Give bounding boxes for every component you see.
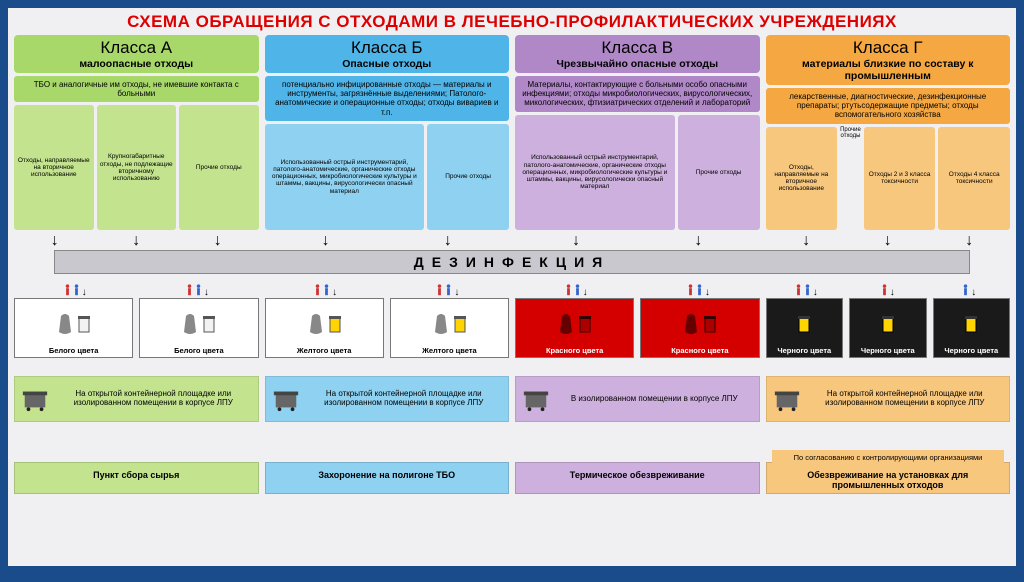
bag-a1-label: Белого цвета [17, 346, 130, 355]
bag-d3-label: Черного цвета [936, 346, 1008, 355]
bag-c1-label: Красного цвета [518, 346, 631, 355]
people-a1: ↓ [14, 276, 136, 298]
final-row: Пункт сбора сырья Захоронение на полигон… [14, 462, 1010, 494]
bag-d2: Черного цвета [849, 298, 927, 358]
class-d-subrow: Отходы, направляемые на вторичное исполь… [766, 127, 1011, 230]
bag-a1-icons [17, 301, 130, 346]
people-a2: ↓ [136, 276, 258, 298]
bag-d1-label: Черного цвета [769, 346, 841, 355]
poster-frame: СХЕМА ОБРАЩЕНИЯ С ОТХОДАМИ В ЛЕЧЕБНО-ПРО… [8, 8, 1016, 566]
class-c-name: Класса В [519, 38, 756, 58]
bag-c1: Красного цвета [515, 298, 634, 358]
class-b-sub2: Прочие отходы [427, 124, 509, 230]
class-b-desc: потенциально инфицированные отходы — мат… [265, 76, 510, 121]
sack-icon [56, 312, 74, 336]
class-d-header: Класса Г материалы близкие по составу к … [766, 35, 1011, 85]
bag-a1: Белого цвета [14, 298, 133, 358]
class-columns: Класса А малоопасные отходы ТБО и аналог… [14, 35, 1010, 230]
class-d-subtitle: материалы близкие по составу к промышлен… [770, 58, 1007, 82]
people-d3: ↓ [929, 276, 1011, 298]
bag-c2: Красного цвета [640, 298, 759, 358]
class-a-sub1: Отходы, направляемые на вторичное исполь… [14, 105, 94, 230]
container-a: На открытой контейнерной площадке или из… [14, 376, 259, 422]
container-row: На открытой контейнерной площадке или из… [14, 376, 1010, 422]
class-c-desc: Материалы, контактирующие с больными осо… [515, 76, 760, 112]
dezinfection-bar: ДЕЗИНФЕКЦИЯ [54, 250, 970, 274]
container-b-text: На открытой контейнерной площадке или из… [306, 390, 503, 408]
class-a-desc: ТБО и аналогичные им отходы, не имевшие … [14, 76, 259, 102]
people-d2: ↓ [847, 276, 929, 298]
col-c: Класса В Чрезвычайно опасные отходы Мате… [515, 35, 760, 230]
container-c-text: В изолированном помещении в корпусе ЛПУ [556, 395, 753, 404]
final-a: Пункт сбора сырья [14, 462, 259, 494]
class-a-sub2: Крупногабаритные отходы, не подлежащие в… [97, 105, 177, 230]
bag-d1: Черного цвета [766, 298, 844, 358]
class-d-sub1: Отходы, направляемые на вторичное исполь… [766, 127, 838, 230]
container-a-text: На открытой контейнерной площадке или из… [55, 390, 252, 408]
class-b-subtitle: Опасные отходы [269, 58, 506, 70]
class-a-subrow: Отходы, направляемые на вторичное исполь… [14, 105, 259, 230]
poster-title: СХЕМА ОБРАЩЕНИЯ С ОТХОДАМИ В ЛЕЧЕБНО-ПРО… [14, 12, 1010, 32]
bag-b1-label: Желтого цвета [268, 346, 381, 355]
dumpster-icon [21, 385, 49, 413]
final-c: Термическое обезвреживание [515, 462, 760, 494]
class-c-sub2: Прочие отходы [678, 115, 760, 230]
bags-row: Белого цвета Белого цвета Желтого цвета … [14, 298, 1010, 358]
people-c2: ↓ [637, 276, 759, 298]
people-d1: ↓ [766, 276, 848, 298]
class-d-subextra: Прочие отходы [840, 127, 861, 230]
people-b2: ↓ [387, 276, 509, 298]
class-a-subtitle: малоопасные отходы [18, 58, 255, 70]
col-b: Класса Б Опасные отходы потенциально инф… [265, 35, 510, 230]
col-a: Класса А малоопасные отходы ТБО и аналог… [14, 35, 259, 230]
class-b-sub1: Использованный острый инструментарий, па… [265, 124, 425, 230]
container-c: В изолированном помещении в корпусе ЛПУ [515, 376, 760, 422]
class-b-header: Класса Б Опасные отходы [265, 35, 510, 73]
class-c-sub1: Использованный острый инструментарий, па… [515, 115, 675, 230]
people-b1: ↓ [265, 276, 387, 298]
bag-b2-label: Желтого цвета [393, 346, 506, 355]
class-c-subrow: Использованный острый инструментарий, па… [515, 115, 760, 230]
class-d-sub3: Отходы 4 класса токсичности [938, 127, 1010, 230]
class-c-subtitle: Чрезвычайно опасные отходы [519, 58, 756, 70]
class-d-sub2: Отходы 2 и 3 класса токсичности [864, 127, 936, 230]
class-a-name: Класса А [18, 38, 255, 58]
people-row: ↓ ↓ ↓ ↓ ↓ [14, 276, 1010, 298]
bag-a2-label: Белого цвета [142, 346, 255, 355]
arrows-to-dezi: ↓↓↓ ↓↓ ↓↓ ↓↓↓ [14, 232, 1010, 248]
bin-icon [77, 314, 91, 334]
bag-c2-label: Красного цвета [643, 346, 756, 355]
class-a-header: Класса А малоопасные отходы [14, 35, 259, 73]
class-a-sub3: Прочие отходы [179, 105, 259, 230]
final-b: Захоронение на полигоне ТБО [265, 462, 510, 494]
class-d-name: Класса Г [770, 38, 1007, 58]
class-c-header: Класса В Чрезвычайно опасные отходы [515, 35, 760, 73]
final-d: Обезвреживание на установках для промышл… [766, 462, 1011, 494]
class-b-subrow: Использованный острый инструментарий, па… [265, 124, 510, 230]
container-d: На открытой контейнерной площадке или из… [766, 376, 1011, 422]
col-d: Класса Г материалы близкие по составу к … [766, 35, 1011, 230]
agreement-box: По согласованию с контролирующими органи… [772, 450, 1004, 465]
container-d-text: На открытой контейнерной площадке или из… [807, 390, 1004, 408]
bag-a2: Белого цвета [139, 298, 258, 358]
class-b-name: Класса Б [269, 38, 506, 58]
bag-d3: Черного цвета [933, 298, 1011, 358]
bag-d2-label: Черного цвета [852, 346, 924, 355]
people-c1: ↓ [515, 276, 637, 298]
bag-b1: Желтого цвета [265, 298, 384, 358]
class-d-desc: лекарственные, диагностические, дезинфек… [766, 88, 1011, 124]
container-b: На открытой контейнерной площадке или из… [265, 376, 510, 422]
bag-b2: Желтого цвета [390, 298, 509, 358]
